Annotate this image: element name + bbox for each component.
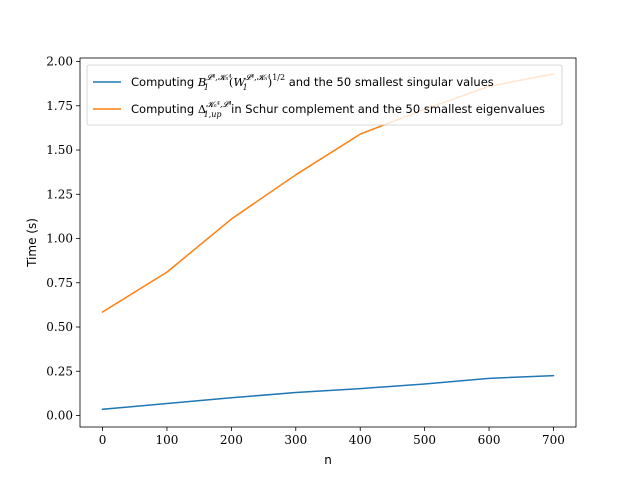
legend-label-series-1-suffix: and the 50 smallest singular values (285, 75, 494, 89)
legend-label-series-2-suffix: in Schur complement and the 50 smallest … (227, 102, 545, 116)
y-tick-label: 1.00 (46, 232, 73, 246)
y-axis: 0.00 0.25 0.50 0.75 1.00 1.25 1.50 1.75 2.00 (46, 55, 80, 422)
legend-label-series-2: Computing Δ𝓚ₙ⁴,𝓛⁴ 1,up in Schur complemen… (131, 100, 545, 119)
legend-label-series-1-prefix: Computing (131, 75, 198, 89)
x-tick-label: 400 (349, 433, 372, 447)
axes-frame (79, 57, 577, 428)
y-tick-label: 1.75 (46, 99, 73, 113)
y-tick-label: 0.25 (46, 364, 73, 378)
y-tick-label: 1.25 (46, 187, 73, 201)
legend-box (86, 64, 563, 126)
y-axis-title: Time (s) (25, 218, 39, 268)
legend-label-series-2-prefix: Computing (131, 102, 198, 116)
x-tick-label: 200 (220, 433, 243, 447)
y-tick-label: 2.00 (46, 55, 73, 69)
legend-label-series-1: Computing B𝓛⁴,𝓚ₙ⁴ 1 (W𝓛⁴,𝓚ₙ⁴ 1)1/2 and the … (131, 73, 494, 92)
x-tick-label: 600 (478, 433, 501, 447)
x-tick-label: 300 (284, 433, 307, 447)
series-line-1 (101, 374, 555, 411)
x-tick-label: 100 (156, 433, 179, 447)
y-tick-label: 0.50 (46, 320, 73, 334)
x-tick-label: 500 (413, 433, 436, 447)
x-tick-label: 0 (99, 433, 107, 447)
y-tick-label: 0.75 (46, 276, 73, 290)
y-tick-label: 0.00 (46, 408, 73, 422)
y-tick-label: 1.50 (46, 143, 73, 157)
x-tick-label: 700 (542, 433, 565, 447)
legend: Computing B𝓛⁴,𝓚ₙ⁴ 1 (W𝓛⁴,𝓚ₙ⁴ 1)1/2 and the … (86, 64, 563, 126)
x-axis: 0 100 200 300 400 500 600 700 (99, 427, 565, 447)
x-axis-title: n (324, 453, 332, 467)
